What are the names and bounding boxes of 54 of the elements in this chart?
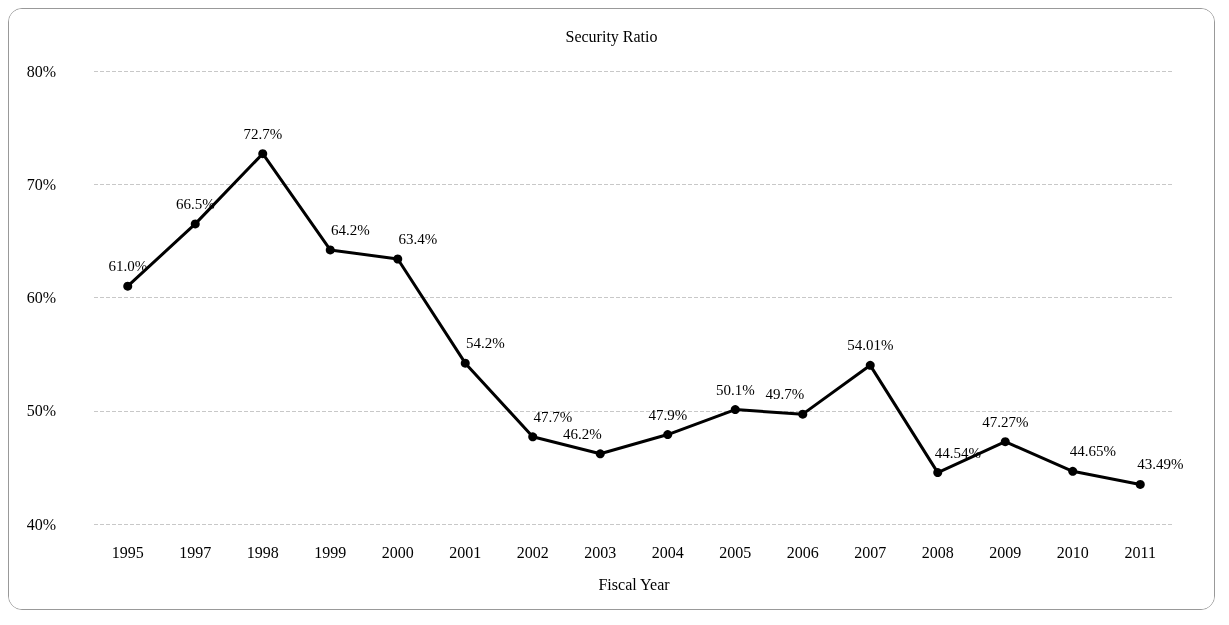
data-label: 46.2% bbox=[562, 425, 602, 442]
y-tick-label: 60% bbox=[26, 289, 56, 306]
point bbox=[190, 219, 200, 229]
point bbox=[123, 281, 133, 291]
x-axis-title: Fiscal Year bbox=[598, 575, 671, 593]
x-tick-label: 1995 bbox=[111, 543, 144, 561]
x-tick-label: 2010 bbox=[1056, 543, 1089, 561]
point bbox=[663, 430, 673, 440]
point bbox=[730, 405, 740, 415]
data-label: 54.01% bbox=[847, 337, 894, 354]
x-tick-label: 2009 bbox=[989, 543, 1022, 561]
data-label: 72.7% bbox=[243, 125, 283, 142]
y-tick-label: 50% bbox=[26, 402, 56, 420]
data-label: 50.1% bbox=[715, 381, 755, 398]
data-label: 64.2% bbox=[330, 221, 370, 238]
point bbox=[393, 254, 403, 264]
y-tick-label: 40% bbox=[26, 515, 56, 533]
x-tick-label: 2000 bbox=[381, 543, 414, 561]
x-tick-label: 2007 bbox=[854, 543, 887, 561]
x-tick-label: 2008 bbox=[921, 543, 954, 561]
point bbox=[258, 149, 268, 159]
x-tick-label: 1999 bbox=[314, 543, 347, 561]
x-tick-label: 1997 bbox=[179, 543, 212, 561]
point bbox=[798, 409, 808, 419]
point bbox=[460, 358, 470, 368]
y-tick-label: 80% bbox=[26, 62, 56, 80]
point bbox=[1000, 437, 1010, 447]
x-tick-label: 2011 bbox=[1124, 543, 1156, 561]
point bbox=[528, 432, 538, 442]
x-tick-label: 2004 bbox=[651, 543, 684, 561]
x-tick-label: 2005 bbox=[719, 543, 752, 561]
data-label: 43.49% bbox=[1137, 456, 1184, 473]
data-label: 47.7% bbox=[533, 408, 573, 425]
data-label: 66.5% bbox=[175, 195, 215, 212]
data-label: 44.65% bbox=[1069, 443, 1116, 460]
chart-title: Security Ratio bbox=[565, 27, 658, 46]
x-tick-label: 2003 bbox=[584, 543, 617, 561]
data-label: 54.2% bbox=[465, 335, 505, 352]
data-label: 49.7% bbox=[765, 386, 805, 403]
point bbox=[933, 468, 943, 478]
data-label: 61.0% bbox=[108, 258, 148, 275]
point bbox=[1135, 479, 1145, 489]
x-tick-label: 1998 bbox=[246, 543, 279, 561]
x-tick-label: 2006 bbox=[786, 543, 819, 561]
point bbox=[595, 449, 605, 459]
point bbox=[325, 245, 335, 255]
point bbox=[865, 360, 875, 370]
data-label: 47.9% bbox=[648, 406, 688, 423]
y-tick-label: 70% bbox=[26, 175, 56, 193]
x-tick-label: 2002 bbox=[516, 543, 549, 561]
x-tick-label: 2001 bbox=[449, 543, 482, 561]
data-label: 63.4% bbox=[398, 230, 438, 247]
point bbox=[1068, 466, 1078, 476]
data-label: 47.27% bbox=[982, 413, 1029, 430]
